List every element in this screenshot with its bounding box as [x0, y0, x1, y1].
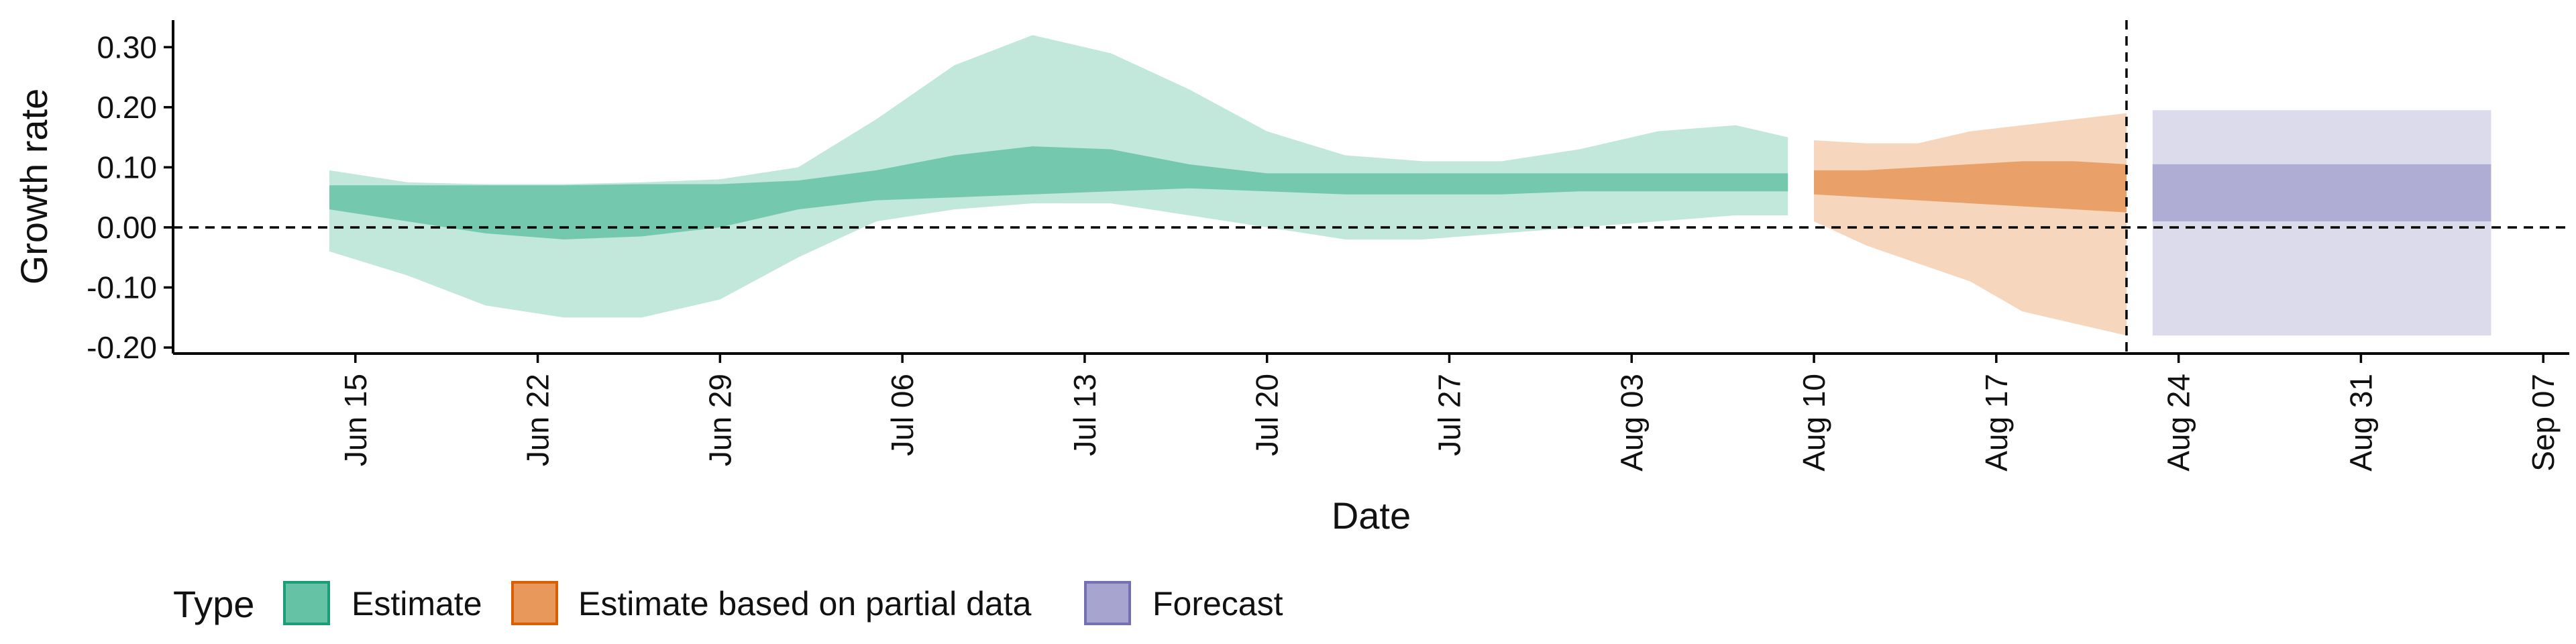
x-tick-label: Jul 13 — [1067, 374, 1102, 456]
y-tick-label: 0.30 — [97, 30, 157, 64]
reference-lines — [173, 20, 2569, 354]
x-tick-label: Jul 06 — [885, 374, 920, 456]
legend-swatch — [1084, 581, 1131, 625]
x-tick-label: Jun 29 — [702, 374, 737, 466]
x-tick-label: Jun 22 — [521, 374, 555, 466]
y-tick-label: 0.10 — [97, 150, 157, 184]
estimate-based-on-partial-data-inner-band — [1814, 161, 2127, 213]
estimate-inner-band — [329, 146, 1788, 239]
x-tick-label: Jul 27 — [1432, 374, 1467, 456]
legend-swatch — [283, 581, 330, 625]
x-axis-ticks: Jun 15 Jun 22 Jun 29 Jul 06 Jul 13 Jul 20 Jul … — [338, 354, 2561, 472]
x-tick-label: Aug 24 — [2161, 374, 2196, 472]
x-tick-label: Jun 15 — [338, 374, 373, 466]
x-tick-label: Aug 31 — [2343, 374, 2378, 472]
legend: Type Estimate Estimate based on partial d… — [173, 581, 1283, 625]
legend-swatch — [511, 581, 558, 625]
forecast-inner-band — [2152, 164, 2491, 221]
legend-label: Estimate — [352, 585, 482, 623]
legend-label: Estimate based on partial data — [578, 585, 1032, 623]
x-tick-label: Aug 10 — [1796, 374, 1831, 472]
y-axis-ticks: -0.20 -0.10 0.00 0.10 0.20 0.30 — [87, 30, 173, 365]
legend-label: Forecast — [1152, 585, 1283, 623]
x-tick-label: Aug 03 — [1614, 374, 1649, 472]
axes — [172, 20, 2569, 355]
credible-interval-bands — [329, 35, 2491, 336]
y-axis-title: Growth rate — [13, 89, 55, 285]
x-axis-title: Date — [1332, 494, 1411, 537]
estimate-based-on-partial-data-outer-band — [1814, 113, 2127, 336]
x-tick-label: Sep 07 — [2526, 374, 2561, 472]
x-tick-label: Aug 17 — [1979, 374, 2014, 472]
y-tick-label: -0.10 — [87, 270, 157, 305]
y-tick-label: 0.00 — [97, 210, 157, 245]
forecast-outer-band — [2152, 110, 2491, 336]
legend-title: Type — [173, 583, 254, 625]
y-tick-label: -0.20 — [87, 330, 157, 365]
y-tick-label: 0.20 — [97, 90, 157, 125]
legend-items: Estimate Estimate based on partial data Fo… — [283, 581, 1283, 625]
x-tick-label: Jul 20 — [1250, 374, 1285, 456]
